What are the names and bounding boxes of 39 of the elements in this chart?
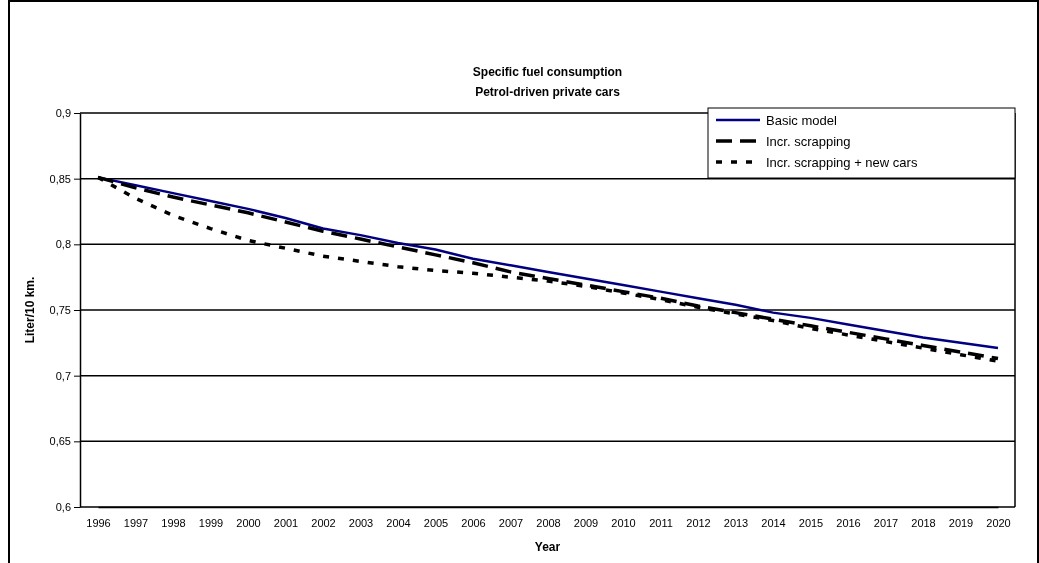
y-tick-label: 0,75 [49,304,71,317]
x-tick-label: 2010 [611,516,636,529]
y-tick-label: 0,7 [55,369,71,382]
x-tick-label: 2020 [986,516,1011,529]
legend-label: Incr. scrapping [766,134,851,149]
x-tick-label: 2019 [948,516,974,529]
y-tick-label: 0,65 [49,435,71,448]
x-tick-label: 2014 [761,516,786,529]
legend-label: Basic model [766,113,837,128]
x-tick-label: 2013 [723,516,749,529]
x-tick-label: 1999 [198,516,224,529]
y-axis-title: Liter/10 km. [23,276,37,344]
x-tick-label: 2011 [649,516,673,529]
y-tick-label: 0,9 [55,107,71,120]
legend-label: Incr. scrapping + new cars [766,155,918,170]
x-tick-label: 2000 [236,516,261,529]
x-tick-label: 2008 [536,516,561,529]
y-tick-label: 0,85 [49,172,71,185]
x-tick-label: 2001 [273,516,299,529]
x-tick-label: 2017 [873,516,899,529]
x-tick-label: 1996 [86,516,111,529]
x-axis-title: Year [534,540,561,554]
x-tick-label: 2009 [573,516,599,529]
x-tick-label: 2015 [798,516,824,529]
x-tick-label: 2006 [461,516,486,529]
x-tick-label: 1998 [161,516,186,529]
x-tick-label: 2018 [911,516,936,529]
chart-subtitle: Petrol-driven private cars [475,85,621,99]
y-tick-label: 0,8 [55,238,71,251]
x-tick-label: 2016 [836,516,861,529]
x-tick-label: 2007 [498,516,524,529]
x-tick-label: 2002 [311,516,336,529]
x-tick-label: 2004 [386,516,411,529]
x-tick-label: 1997 [123,516,149,529]
x-tick-label: 2005 [423,516,449,529]
y-tick-label: 0,6 [55,501,71,514]
x-tick-label: 2012 [686,516,711,529]
chart-title: Specific fuel consumption [472,65,623,79]
x-tick-label: 2003 [348,516,374,529]
